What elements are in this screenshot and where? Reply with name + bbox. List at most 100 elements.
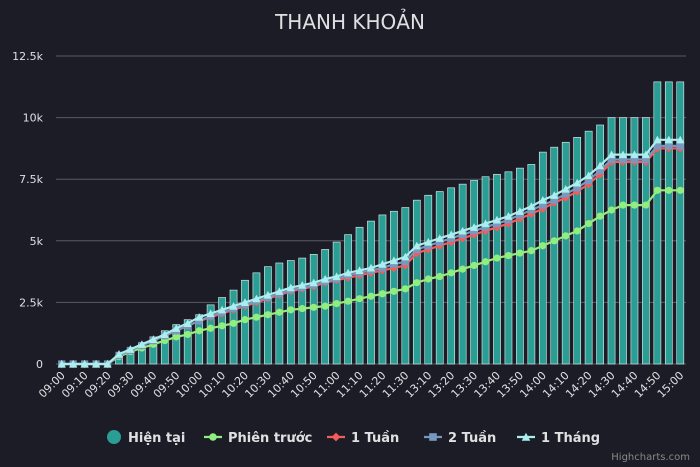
data-point[interactable] bbox=[561, 184, 570, 193]
data-point[interactable] bbox=[641, 150, 651, 159]
data-point[interactable] bbox=[309, 278, 318, 287]
data-point[interactable] bbox=[538, 196, 547, 204]
data-point[interactable] bbox=[630, 155, 639, 164]
data-point[interactable] bbox=[149, 335, 158, 343]
data-point[interactable] bbox=[550, 196, 558, 204]
legend-item-hi-n-t-i[interactable]: Hiện tại bbox=[107, 430, 185, 446]
data-point[interactable] bbox=[389, 256, 399, 265]
legend-item-2-tu-n[interactable]: 2 Tuần bbox=[424, 431, 496, 446]
data-point[interactable] bbox=[550, 237, 558, 245]
data-point[interactable] bbox=[195, 313, 204, 321]
data-point[interactable] bbox=[572, 187, 582, 196]
bar[interactable] bbox=[206, 304, 215, 365]
legend-marker[interactable] bbox=[429, 433, 437, 441]
legend-item-phi-n-tr-c[interactable]: Phiên trước bbox=[204, 431, 312, 446]
data-point[interactable] bbox=[114, 350, 124, 358]
data-point[interactable] bbox=[619, 155, 627, 164]
data-point[interactable] bbox=[57, 359, 66, 368]
bar[interactable] bbox=[619, 117, 627, 365]
data-point[interactable] bbox=[595, 161, 605, 170]
data-point[interactable] bbox=[504, 216, 513, 224]
data-point[interactable] bbox=[264, 311, 272, 319]
bar[interactable] bbox=[642, 117, 650, 365]
data-point[interactable] bbox=[240, 298, 250, 306]
data-point[interactable] bbox=[207, 324, 215, 332]
data-point[interactable] bbox=[630, 201, 639, 209]
data-point[interactable] bbox=[390, 287, 398, 295]
data-point[interactable] bbox=[436, 272, 444, 281]
bar[interactable] bbox=[378, 214, 387, 365]
data-point[interactable] bbox=[585, 176, 593, 185]
data-point[interactable] bbox=[573, 184, 581, 192]
data-point[interactable] bbox=[527, 206, 535, 214]
data-point[interactable] bbox=[103, 359, 112, 368]
data-point[interactable] bbox=[550, 191, 559, 199]
data-point[interactable] bbox=[184, 330, 192, 339]
bar[interactable] bbox=[527, 164, 536, 365]
data-point[interactable] bbox=[126, 345, 135, 353]
bar[interactable] bbox=[630, 117, 639, 365]
data-point[interactable] bbox=[69, 359, 78, 368]
bar[interactable] bbox=[584, 130, 593, 365]
bar[interactable] bbox=[573, 137, 582, 365]
data-point[interactable] bbox=[195, 317, 203, 325]
data-point[interactable] bbox=[412, 241, 421, 250]
data-point[interactable] bbox=[390, 260, 398, 268]
legend-item-1-tu-n[interactable]: 1 Tuần bbox=[327, 431, 399, 446]
data-point[interactable] bbox=[160, 330, 169, 339]
data-point[interactable] bbox=[516, 211, 524, 219]
data-point[interactable] bbox=[664, 135, 673, 144]
bar[interactable] bbox=[493, 173, 501, 365]
bar[interactable] bbox=[504, 171, 513, 365]
data-point[interactable] bbox=[286, 283, 295, 292]
bar[interactable] bbox=[550, 146, 559, 365]
bar[interactable] bbox=[538, 151, 547, 365]
data-point[interactable] bbox=[618, 150, 628, 159]
credit-label[interactable]: Highcharts.com bbox=[611, 452, 690, 463]
data-point[interactable] bbox=[481, 223, 490, 231]
bar[interactable] bbox=[607, 117, 616, 365]
data-point[interactable] bbox=[355, 266, 364, 274]
data-point[interactable] bbox=[676, 142, 684, 150]
legend-marker[interactable] bbox=[209, 433, 217, 441]
data-point[interactable] bbox=[172, 333, 180, 341]
data-point[interactable] bbox=[469, 223, 479, 231]
data-point[interactable] bbox=[401, 285, 409, 293]
data-point[interactable] bbox=[470, 227, 478, 235]
data-point[interactable] bbox=[172, 324, 181, 332]
data-point[interactable] bbox=[607, 155, 616, 164]
data-point[interactable] bbox=[378, 260, 387, 268]
data-point[interactable] bbox=[367, 292, 375, 300]
data-point[interactable] bbox=[413, 279, 421, 287]
data-point[interactable] bbox=[642, 201, 650, 209]
bar[interactable] bbox=[653, 81, 662, 365]
data-point[interactable] bbox=[332, 272, 341, 281]
data-point[interactable] bbox=[527, 247, 535, 255]
data-point[interactable] bbox=[355, 295, 364, 303]
data-point[interactable] bbox=[378, 290, 387, 298]
data-point[interactable] bbox=[321, 302, 329, 310]
data-point[interactable] bbox=[642, 155, 650, 164]
data-point[interactable] bbox=[275, 287, 284, 295]
data-point[interactable] bbox=[436, 238, 444, 246]
data-point[interactable] bbox=[630, 150, 639, 159]
data-point[interactable] bbox=[539, 242, 547, 250]
data-point[interactable] bbox=[447, 234, 455, 242]
data-point[interactable] bbox=[91, 359, 101, 368]
data-point[interactable] bbox=[195, 327, 203, 335]
data-point[interactable] bbox=[241, 316, 249, 324]
data-point[interactable] bbox=[458, 226, 467, 235]
bar[interactable] bbox=[561, 141, 570, 365]
data-point[interactable] bbox=[527, 202, 536, 210]
bar[interactable] bbox=[229, 289, 238, 365]
bar[interactable] bbox=[676, 81, 685, 365]
data-point[interactable] bbox=[459, 265, 467, 273]
data-point[interactable] bbox=[252, 294, 261, 303]
data-point[interactable] bbox=[229, 301, 238, 310]
data-point[interactable] bbox=[413, 245, 421, 254]
data-point[interactable] bbox=[481, 258, 490, 266]
data-point[interactable] bbox=[596, 212, 604, 220]
data-point[interactable] bbox=[515, 207, 525, 215]
bar[interactable] bbox=[367, 220, 375, 365]
data-point[interactable] bbox=[298, 281, 307, 289]
